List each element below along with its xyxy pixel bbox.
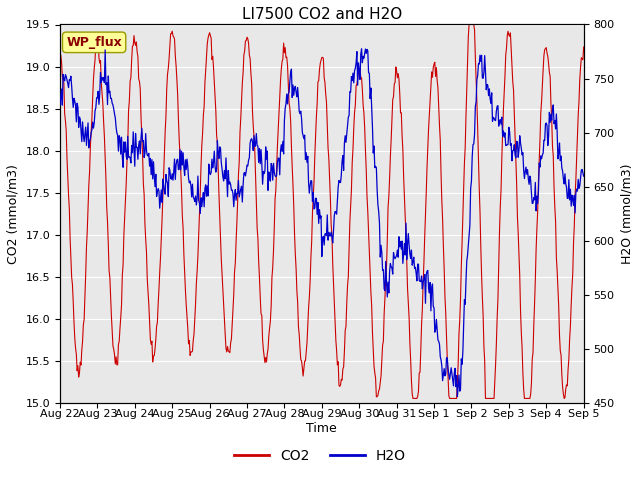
Y-axis label: H2O (mmol/m3): H2O (mmol/m3) xyxy=(620,163,633,264)
X-axis label: Time: Time xyxy=(307,421,337,435)
Y-axis label: CO2 (mmol/m3): CO2 (mmol/m3) xyxy=(7,164,20,264)
Legend: CO2, H2O: CO2, H2O xyxy=(228,443,412,468)
Text: WP_flux: WP_flux xyxy=(67,36,122,49)
Title: LI7500 CO2 and H2O: LI7500 CO2 and H2O xyxy=(242,7,402,22)
